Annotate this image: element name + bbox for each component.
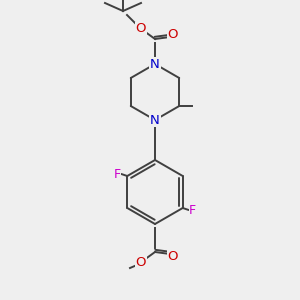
Text: O: O [168,28,178,41]
Text: O: O [136,22,146,35]
Text: N: N [150,113,160,127]
Text: F: F [189,203,196,217]
Text: F: F [114,167,121,181]
Text: O: O [168,250,178,262]
Text: N: N [150,58,160,70]
Text: O: O [136,256,146,268]
